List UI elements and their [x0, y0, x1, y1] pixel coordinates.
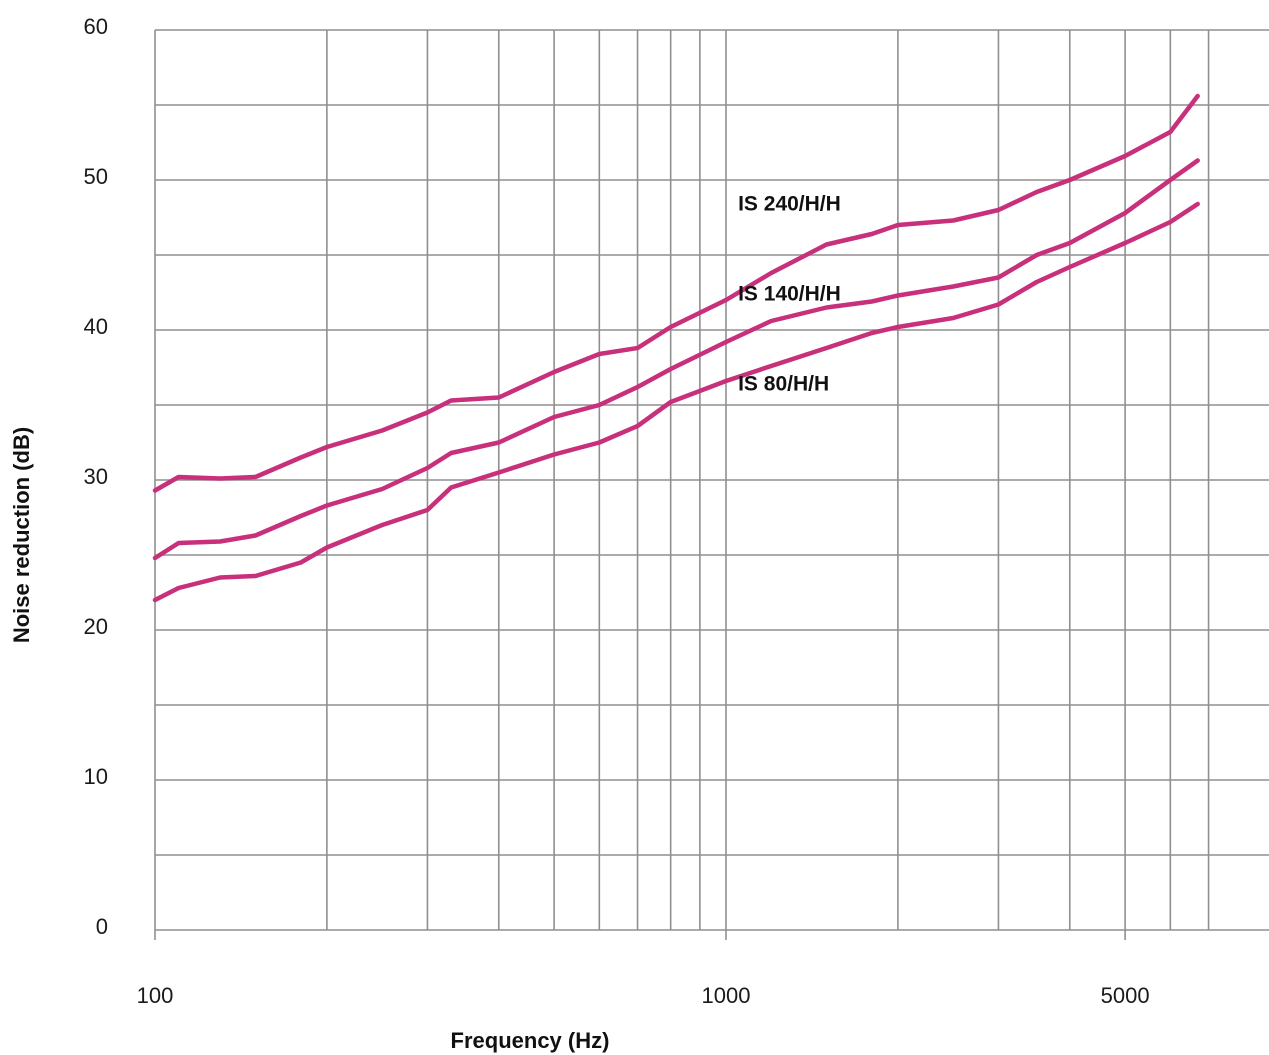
y-tick-label: 30 — [84, 464, 108, 489]
axes: 0 10 20 30 40 50 60 100 1000 5000 — [84, 14, 1150, 1008]
series-labels: IS 240/H/H IS 140/H/H IS 80/H/H — [738, 193, 841, 396]
series-label-3: IS 80/H/H — [738, 373, 829, 396]
x-tick-label: 5000 — [1101, 983, 1150, 1008]
x-tick-label: 100 — [137, 983, 174, 1008]
y-tick-label: 40 — [84, 314, 108, 339]
x-tick-label: 1000 — [702, 983, 751, 1008]
y-tick-label: 50 — [84, 164, 108, 189]
grid — [154, 29, 1269, 931]
series-line-2 — [152, 158, 1200, 561]
x-axis-title: Frequency (Hz) — [451, 1028, 610, 1053]
y-tick-label: 20 — [84, 614, 108, 639]
y-axis-title: Noise reduction (dB) — [9, 427, 34, 643]
y-tick-label: 0 — [96, 914, 108, 939]
series-label-1: IS 240/H/H — [738, 193, 841, 216]
series-label-2: IS 140/H/H — [738, 283, 841, 306]
series-line-3 — [152, 201, 1200, 603]
series-line-1 — [152, 93, 1200, 493]
y-tick-label: 60 — [84, 14, 108, 39]
y-tick-label: 10 — [84, 764, 108, 789]
series-lines — [152, 93, 1200, 603]
